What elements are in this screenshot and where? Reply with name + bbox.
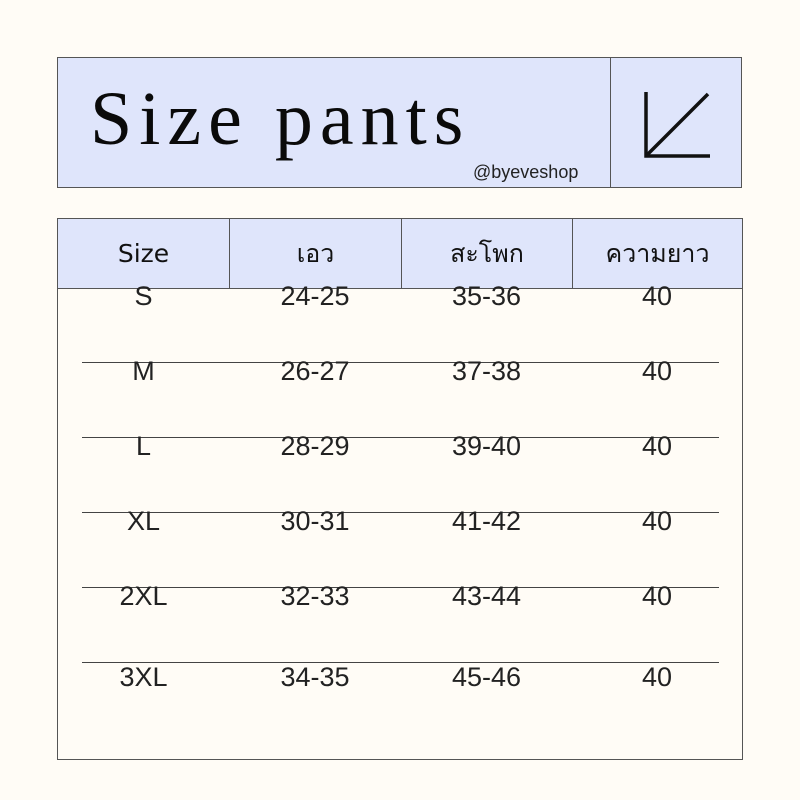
cell-length: 40: [641, 581, 673, 611]
column-header-waist: เอว: [229, 219, 401, 288]
cell-size: S: [134, 281, 153, 311]
cell-waist: 28-29: [280, 431, 350, 461]
row-divider: [82, 437, 719, 438]
size-table: Size เอว สะโพก ความยาว S 24-25 35-36 40 M 26-…: [57, 218, 743, 760]
table-row: M 26-27 37-38 40: [58, 334, 742, 409]
table-row: 2XL 32-33 43-44 40: [58, 559, 742, 634]
cell-length: 40: [641, 662, 673, 692]
cell-hip: 45-46: [451, 662, 522, 692]
table-row: 3XL 34-35 45-46 40: [58, 640, 742, 715]
table-row: L 28-29 39-40 40: [58, 409, 742, 484]
cell-length: 40: [641, 431, 673, 461]
shop-handle: @byeveshop: [473, 162, 579, 182]
cell-waist: 30-31: [280, 506, 350, 536]
cell-hip: 37-38: [451, 356, 522, 386]
cell-length: 40: [641, 356, 673, 386]
cell-length: 40: [641, 281, 673, 311]
cell-size: L: [135, 431, 152, 461]
cell-size: M: [132, 356, 155, 386]
column-header-hip: สะโพก: [401, 219, 572, 288]
cell-length: 40: [641, 506, 673, 536]
table-row: S 24-25 35-36 40: [58, 259, 742, 334]
row-divider: [82, 512, 719, 513]
divider: [610, 58, 611, 187]
cell-size: 3XL: [119, 662, 168, 692]
column-header-size: Size: [117, 239, 170, 268]
cell-waist: 32-33: [280, 581, 350, 611]
arrow-down-left-icon: [644, 92, 710, 158]
cell-waist: 26-27: [280, 356, 350, 386]
cell-hip: 35-36: [451, 281, 522, 311]
row-divider: [82, 662, 719, 663]
cell-hip: 39-40: [451, 431, 522, 461]
table-row: XL 30-31 41-42 40: [58, 484, 742, 559]
column-header-length: ความยาว: [572, 219, 742, 288]
cell-size: XL: [126, 506, 161, 536]
page-title: Size pants: [90, 77, 471, 161]
cell-size: 2XL: [119, 581, 168, 611]
table-header: Size เอว สะโพก ความยาว: [58, 219, 742, 289]
cell-waist: 24-25: [280, 281, 350, 311]
cell-hip: 43-44: [451, 581, 522, 611]
row-divider: [82, 362, 719, 363]
cell-hip: 41-42: [451, 506, 522, 536]
cell-waist: 34-35: [280, 662, 350, 692]
row-divider: [82, 587, 719, 588]
title-banner: Size pants @byeveshop: [57, 57, 742, 188]
